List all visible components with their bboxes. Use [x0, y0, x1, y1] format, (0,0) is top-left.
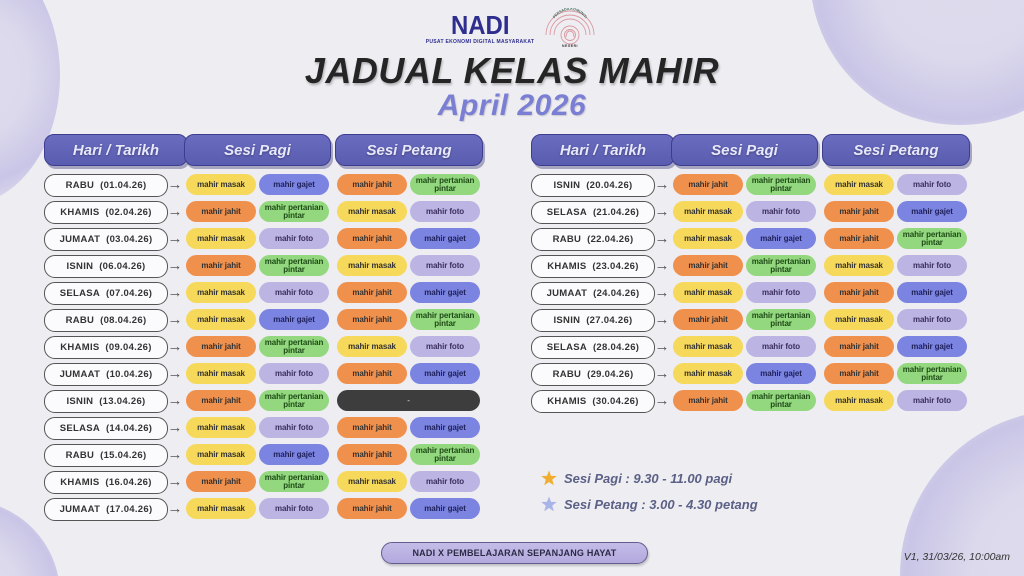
svg-text:NEGERI: NEGERI: [562, 44, 578, 48]
svg-text:PERSADA KOMUNITI: PERSADA KOMUNITI: [552, 8, 588, 19]
